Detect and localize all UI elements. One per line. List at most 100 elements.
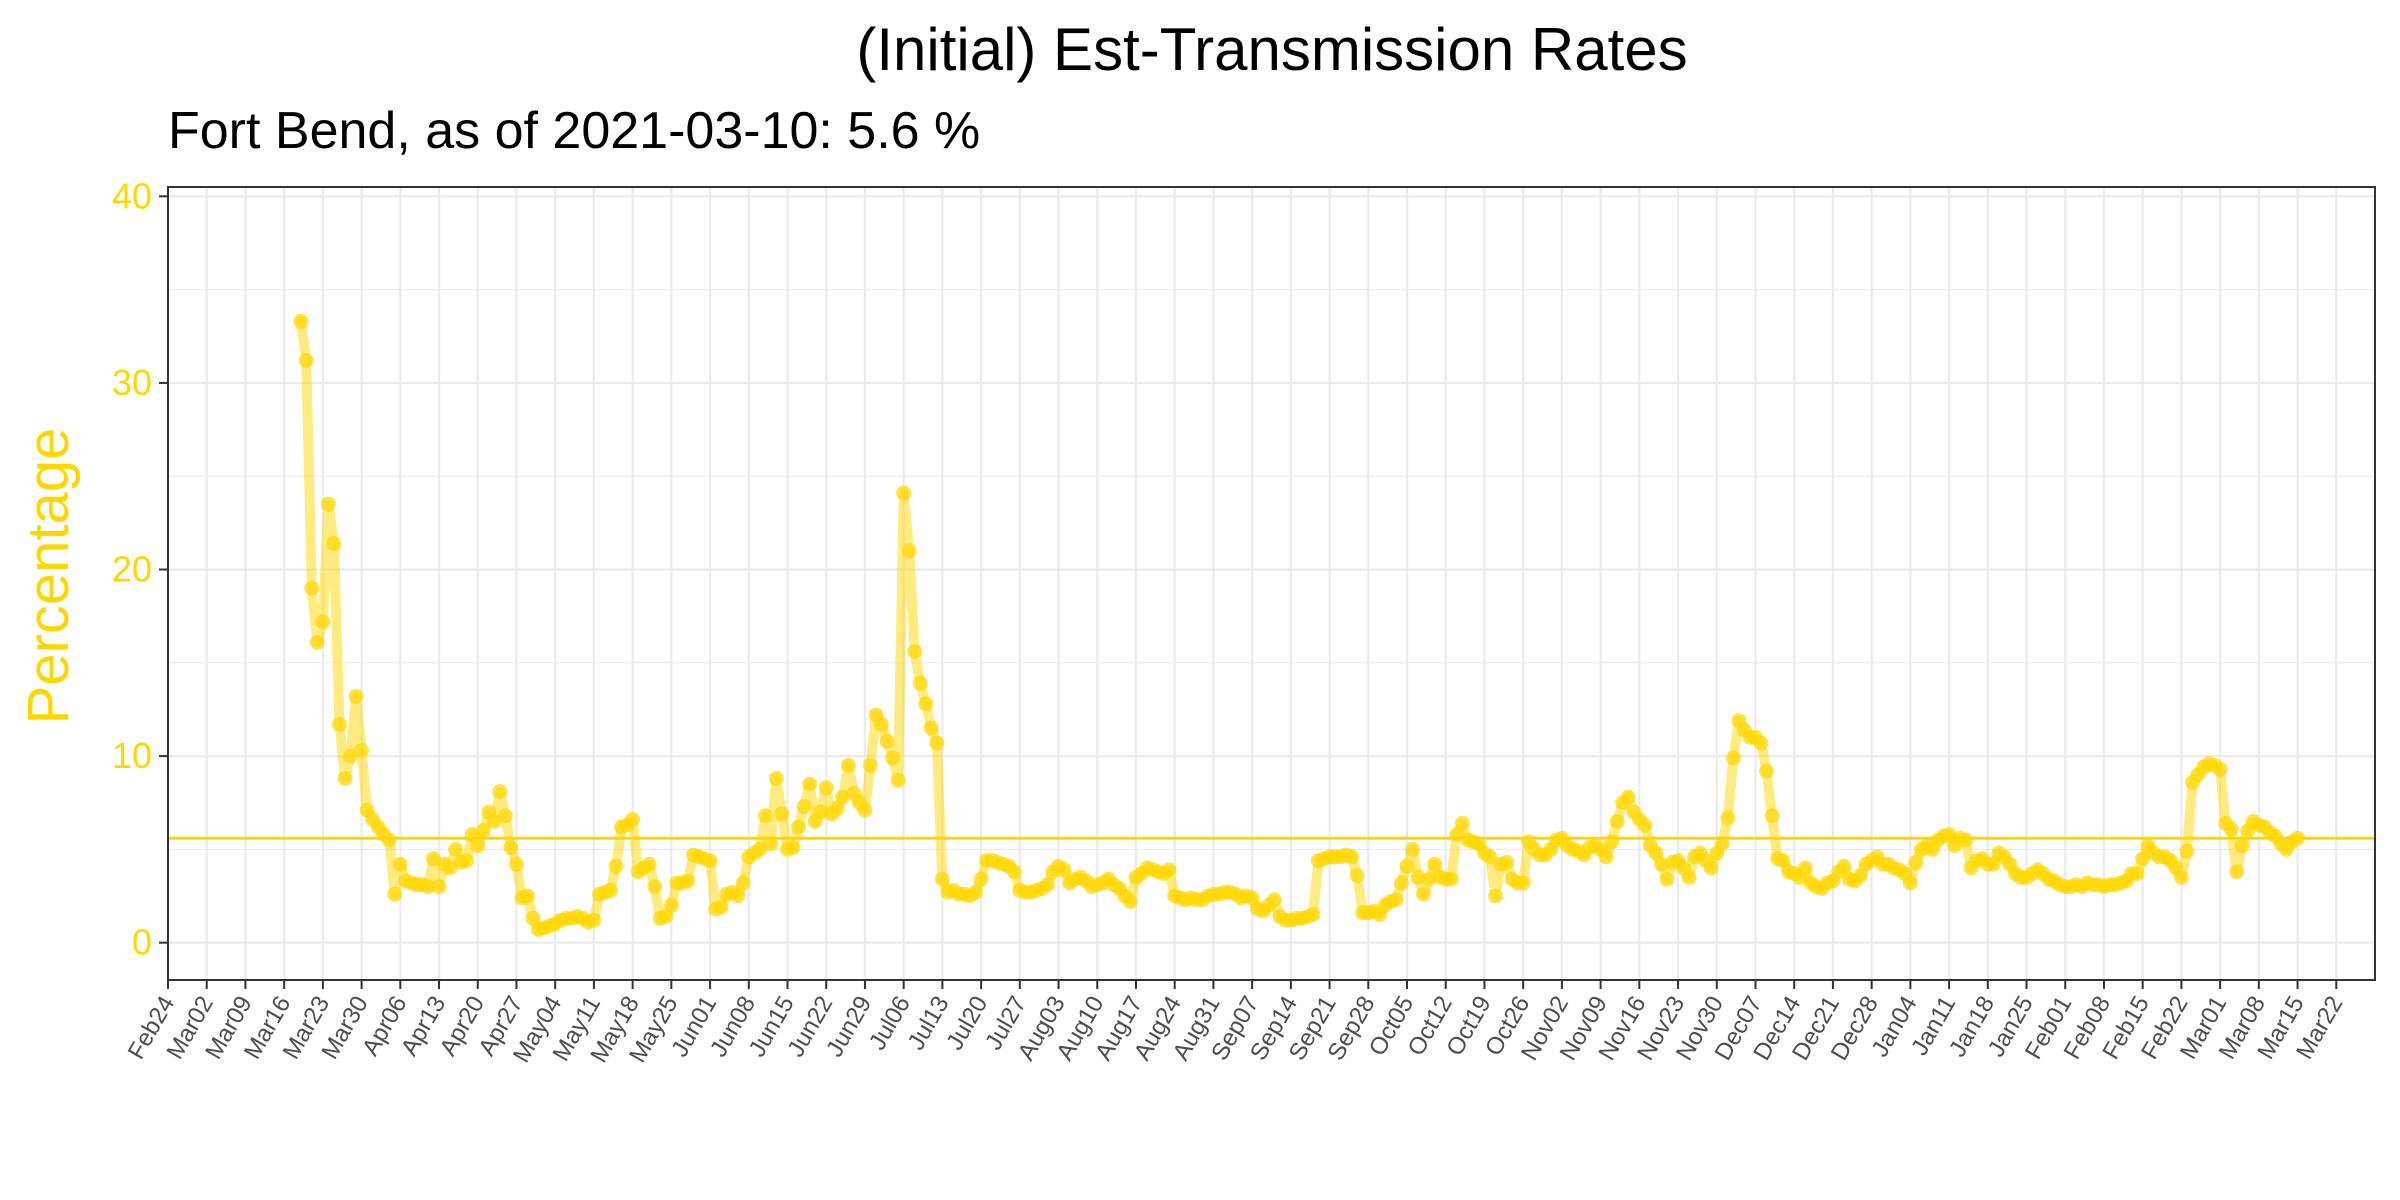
data-point: [1902, 875, 1918, 891]
data-point: [603, 882, 618, 898]
data-point: [1714, 836, 1730, 852]
data-point: [885, 750, 901, 766]
data-point: [1908, 854, 1924, 870]
data-point: [912, 675, 928, 691]
data-point: [387, 886, 403, 902]
data-point: [1759, 763, 1775, 779]
data-point: [1056, 862, 1072, 878]
data-point: [326, 535, 342, 551]
data-point: [973, 871, 989, 887]
data-point: [785, 840, 801, 855]
data-point: [929, 735, 945, 751]
data-point: [802, 776, 818, 792]
data-point: [702, 853, 718, 869]
minor-gridlines: [168, 289, 2375, 850]
data-point: [713, 899, 729, 915]
data-point: [1488, 888, 1503, 904]
data-point: [2212, 761, 2228, 777]
data-point: [1244, 890, 1260, 906]
data-point: [343, 748, 358, 764]
data-point: [1410, 869, 1426, 885]
data-point: [1006, 864, 1022, 880]
data-point: [475, 823, 491, 839]
data-point: [304, 580, 320, 596]
data-point: [486, 813, 502, 829]
y-tick-label: 30: [112, 362, 152, 403]
y-tick-label: 20: [112, 549, 152, 590]
data-point: [1499, 854, 1515, 870]
chart-title: (Initial) Est-Transmission Rates: [856, 16, 1687, 83]
data-point: [1040, 877, 1055, 893]
data-point: [470, 838, 486, 854]
data-point: [1659, 871, 1675, 887]
data-point: [1123, 894, 1138, 910]
data-point: [1427, 856, 1443, 872]
y-axis-label: Percentage: [16, 428, 81, 725]
data-point: [1349, 868, 1365, 883]
y-tick-label: 0: [132, 922, 152, 963]
data-point: [348, 688, 364, 704]
data-point: [791, 819, 807, 835]
data-point: [1598, 849, 1614, 865]
data-point: [658, 909, 674, 925]
data-point: [392, 856, 408, 872]
data-point: [1797, 860, 1813, 876]
data-point: [1344, 849, 1360, 865]
plot-panel-background: [168, 187, 2375, 980]
data-point: [1266, 892, 1282, 908]
data-point: [1836, 858, 1852, 874]
data-point: [680, 873, 696, 889]
data-point: [2173, 869, 2189, 885]
data-point: [1764, 808, 1780, 824]
data-point: [309, 634, 325, 650]
chart-subtitle: Fort Bend, as of 2021-03-10: 5.6 %: [168, 102, 980, 160]
data-point: [879, 733, 895, 749]
data-point: [840, 757, 856, 773]
data-point: [796, 799, 812, 814]
data-point: [818, 780, 834, 796]
data-point: [1681, 869, 1697, 885]
data-point: [1775, 853, 1791, 869]
data-point: [1416, 886, 1432, 902]
plot-panel-border: [167, 186, 2376, 981]
data-point: [1399, 858, 1415, 874]
data-point: [381, 832, 397, 848]
data-point: [934, 871, 950, 887]
data-point: [2229, 864, 2245, 880]
data-point: [525, 910, 541, 926]
data-point: [509, 856, 524, 872]
data-point: [663, 897, 679, 913]
data-point: [857, 802, 873, 818]
data-point: [874, 716, 889, 732]
data-point: [298, 353, 314, 368]
data-point: [1958, 832, 1974, 848]
data-point: [890, 772, 906, 788]
data-point: [918, 696, 934, 712]
data-point: [431, 879, 447, 895]
data-point: [1753, 735, 1769, 751]
data-point: [497, 808, 513, 824]
y-tick-label: 10: [112, 735, 152, 776]
data-point: [1720, 810, 1736, 826]
data-point: [459, 853, 475, 869]
data-point: [420, 879, 436, 895]
data-point: [1161, 862, 1177, 878]
data-point: [647, 879, 663, 895]
data-point: [774, 806, 790, 822]
data-point: [730, 888, 746, 904]
data-point: [1648, 845, 1664, 861]
data-point: [337, 771, 353, 786]
data-point: [1515, 875, 1531, 891]
data-point: [641, 856, 657, 872]
data-point: [901, 543, 917, 559]
data-point: [1421, 871, 1437, 887]
data-point: [1703, 860, 1719, 876]
data-point: [426, 851, 441, 867]
data-point: [1604, 834, 1620, 850]
data-point: [354, 743, 370, 758]
data-point: [1305, 907, 1321, 923]
data-point: [608, 858, 624, 874]
data-point: [1443, 871, 1459, 887]
data-point: [2223, 821, 2239, 837]
data-point: [1853, 868, 1869, 883]
